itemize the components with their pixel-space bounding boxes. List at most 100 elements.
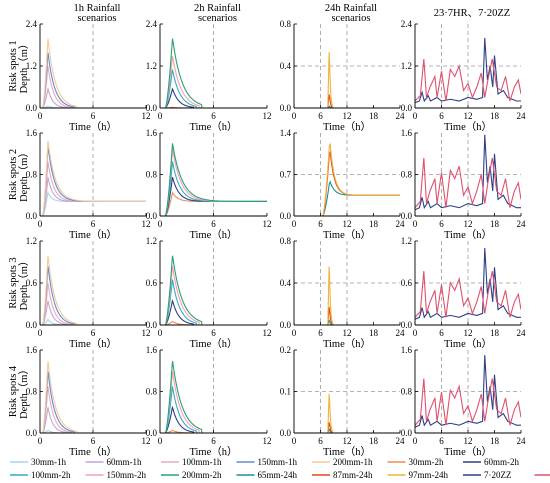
row-title-line2: Depth（m） [18, 147, 30, 202]
x-tick-label: 0 [158, 436, 163, 446]
column-title-line1: 1h Rainfall [74, 3, 121, 14]
x-tick-label: 18 [490, 436, 500, 446]
legend-label: 60mm-1h [107, 457, 142, 467]
row-title-line2: Depth（m） [18, 256, 30, 311]
x-tick-label: 0 [38, 436, 43, 446]
x-tick-label: 18 [490, 219, 500, 229]
legend-item: 200mm-1h [312, 457, 373, 467]
row-title-line1: Risk spots 4 [8, 365, 19, 417]
y-tick-label: 0.6 [146, 278, 158, 288]
x-tick-label: 18 [369, 111, 379, 121]
y-tick-label: 0.6 [401, 278, 413, 288]
y-tick-label: 0.0 [401, 211, 413, 221]
x-tick-label: 6 [439, 436, 444, 446]
x-tick-label: 24 [396, 436, 406, 446]
row-title-line1: Risk spots 3 [8, 257, 19, 308]
y-tick-label: 0.0 [280, 320, 292, 330]
y-tick-label: 0.0 [280, 211, 292, 221]
series-line-200mm-2h [160, 38, 203, 108]
x-tick-label: 6 [439, 111, 444, 121]
x-axis-label: Time（h） [444, 338, 492, 350]
x-tick-label: 6 [91, 328, 96, 338]
row-title: Risk spots 1 Depth（m） [8, 39, 30, 94]
y-tick-label: 1.2 [401, 236, 412, 246]
y-tick-label: 0.0 [280, 428, 292, 438]
panel-r2-c1: 0.0 0.8 1.6 0 6 12 Time（h） [26, 128, 151, 241]
series-line-200mm-1h [40, 255, 78, 325]
x-tick-label: 24 [396, 219, 406, 229]
x-tick-label: 12 [263, 219, 272, 229]
legend-label: 100mm-2h [31, 470, 71, 480]
x-tick-label: 0 [413, 111, 418, 121]
y-tick-label: 0.0 [146, 320, 158, 330]
column-title-line2: scenarios [331, 13, 370, 24]
legend-item: 150mm-2h [85, 470, 146, 480]
x-axis-label: Time（h） [69, 229, 117, 241]
x-tick-label: 0 [292, 328, 297, 338]
y-tick-label: 1.6 [146, 345, 158, 355]
column-title-line2: scenarios [77, 13, 116, 24]
y-tick-label: 0.0 [26, 211, 38, 221]
legend-item: 7·20ZZ [463, 470, 512, 480]
x-tick-label: 0 [292, 436, 297, 446]
series-line-23·7HR [415, 157, 521, 209]
x-axis-label: Time（h） [323, 338, 371, 350]
legend-item: 23·7HR [534, 474, 550, 476]
column-title-line2: scenarios [198, 13, 237, 24]
legend-label: 87mm-24h [333, 470, 373, 480]
row-title-line1: Risk spots 1 [8, 40, 19, 91]
y-tick-label: 0.0 [280, 103, 292, 113]
series-line-23·7HR [415, 58, 521, 102]
legend-label: 65mm-24h [258, 470, 298, 480]
x-tick-label: 12 [343, 219, 352, 229]
series-line-200mm-2h [160, 255, 203, 325]
y-tick-label: 1.2 [401, 61, 412, 71]
y-tick-label: 1.2 [26, 236, 37, 246]
x-axis-label: Time（h） [189, 338, 237, 350]
x-tick-label: 24 [517, 436, 527, 446]
x-axis-label: Time（h） [189, 446, 237, 458]
x-axis-label: Time（h） [189, 121, 237, 133]
y-tick-label: 2.4 [146, 19, 158, 29]
x-tick-label: 0 [158, 328, 163, 338]
x-tick-label: 12 [343, 328, 352, 338]
y-tick-label: 0.8 [146, 170, 158, 180]
series-line-97mm-24h [294, 142, 400, 216]
panel-r3-c2: 0.0 0.6 1.2 0 6 12 Time（h） [146, 236, 272, 350]
x-tick-label: 6 [318, 328, 323, 338]
x-tick-label: 12 [263, 328, 272, 338]
x-tick-label: 24 [517, 219, 527, 229]
column-title-line1: 2h Rainfall [194, 3, 241, 14]
y-tick-label: 1.4 [280, 128, 292, 138]
series-line-23·7HR [415, 378, 521, 426]
y-tick-label: 1.6 [26, 345, 38, 355]
y-tick-label: 0.0 [26, 320, 38, 330]
y-tick-label: 0.0 [401, 428, 413, 438]
legend-item: 200mm-2h [161, 470, 222, 480]
x-tick-label: 12 [464, 436, 473, 446]
y-tick-label: 0.8 [401, 387, 413, 397]
panel-r3-c4: 0.0 0.6 1.2 0 6 12 18 24 Time（h） [401, 236, 526, 350]
row-title: Risk spots 3 Depth（m） [8, 256, 30, 311]
y-tick-label: 0.0 [401, 320, 413, 330]
y-tick-label: 0.8 [280, 19, 292, 29]
x-tick-label: 6 [211, 436, 216, 446]
x-axis-label: Time（h） [69, 338, 117, 350]
x-tick-label: 18 [490, 111, 500, 121]
x-tick-label: 18 [369, 219, 379, 229]
x-axis-label: Time（h） [323, 229, 371, 241]
panel-r2-c4: 0.0 0.8 1.6 0 6 12 18 24 Time（h） [401, 128, 526, 241]
y-tick-label: 0.8 [401, 170, 413, 180]
x-axis-label: Time（h） [444, 229, 492, 241]
x-tick-label: 6 [439, 328, 444, 338]
row-title-line1: Risk spots 2 [8, 149, 19, 200]
x-tick-label: 24 [517, 111, 527, 121]
legend-item: 60mm-2h [463, 457, 519, 467]
series-line-60mm-1h [40, 87, 70, 108]
x-tick-label: 6 [211, 328, 216, 338]
legend-label: 30mm-2h [409, 457, 444, 467]
x-tick-label: 24 [396, 328, 406, 338]
x-axis-label: Time（h） [323, 121, 371, 133]
